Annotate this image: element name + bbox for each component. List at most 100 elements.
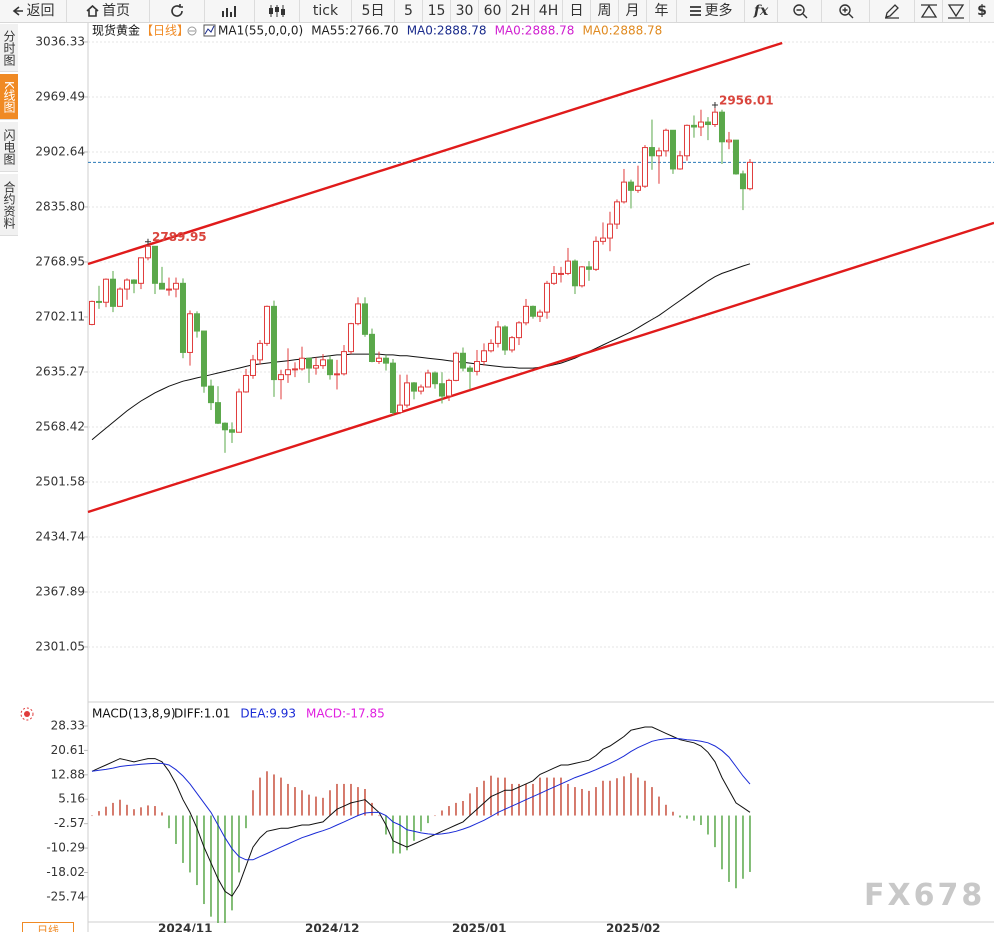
candle-body xyxy=(655,150,662,157)
period-button[interactable]: 30 xyxy=(451,0,479,22)
macd-bar xyxy=(623,776,625,816)
y-tick-label: -2.57 xyxy=(54,816,85,830)
more-button[interactable]: 更多 xyxy=(677,0,745,22)
chart-type-button[interactable] xyxy=(205,0,255,22)
macd-bar xyxy=(511,783,513,816)
candle-body xyxy=(249,359,256,376)
macd-bar xyxy=(448,806,450,816)
macd-bar xyxy=(679,815,681,818)
macd-bar xyxy=(644,780,646,816)
macd-bar xyxy=(224,815,226,924)
period-button[interactable]: 月 xyxy=(619,0,647,22)
macd-bar xyxy=(574,787,576,816)
candle-body xyxy=(158,282,165,290)
macd-bar xyxy=(490,775,492,816)
zoom-in-button[interactable] xyxy=(822,0,870,22)
macd-bar xyxy=(329,790,331,816)
toolbar: 返回 首页 tick 5日 5 15 30 60 2H 4H 日 周 月 年 更… xyxy=(0,0,994,23)
macd-bar xyxy=(196,815,198,886)
macd-bar xyxy=(658,796,660,816)
macd-bar xyxy=(714,815,716,848)
macd-bar xyxy=(441,810,443,816)
formula-button[interactable]: fx xyxy=(745,0,778,22)
candle-body xyxy=(270,305,277,381)
macd-bar xyxy=(210,815,212,917)
candle-body xyxy=(690,124,697,128)
x-tick-label: 2024/11 xyxy=(158,922,212,932)
period-button[interactable]: tick xyxy=(300,0,352,22)
back-button[interactable]: 返回 xyxy=(0,0,67,22)
macd-bar xyxy=(693,815,695,821)
y-tick-label: 2301.05 xyxy=(35,639,85,653)
y-tick-label: -25.74 xyxy=(46,889,85,903)
button-label: 返回 xyxy=(26,3,55,19)
macd-bar xyxy=(434,815,436,817)
refresh-icon xyxy=(171,4,183,17)
shape-button[interactable] xyxy=(915,0,943,22)
macd-bar xyxy=(707,815,709,835)
candle-body xyxy=(95,300,102,303)
candle-body xyxy=(396,404,403,414)
candle-body xyxy=(473,360,480,372)
candle-body xyxy=(508,337,515,351)
side-tab[interactable]: 分时图 xyxy=(0,24,18,72)
candle-body xyxy=(165,288,172,291)
period-button[interactable]: 4H xyxy=(535,0,563,22)
home-button[interactable]: 首页 xyxy=(67,0,150,22)
macd-bar xyxy=(301,790,303,816)
refresh-button[interactable] xyxy=(150,0,205,22)
macd-icon[interactable] xyxy=(24,711,30,717)
draw-button[interactable] xyxy=(870,0,915,22)
candle-body xyxy=(683,124,690,157)
macd-bar xyxy=(686,815,688,819)
macd-bar xyxy=(133,809,135,816)
candle-body xyxy=(739,173,746,190)
period-button[interactable]: 5日 xyxy=(352,0,395,22)
annotation-label: 2956.01 xyxy=(719,94,774,108)
side-tab[interactable]: K线图 xyxy=(0,74,18,120)
zoom-out-icon xyxy=(792,4,807,19)
candle-body xyxy=(746,161,753,190)
period-button[interactable]: 日 xyxy=(563,0,591,22)
candle-body xyxy=(599,237,606,242)
candle-body xyxy=(725,139,732,143)
macd-bar xyxy=(336,783,338,816)
macd-bar xyxy=(112,802,114,816)
side-tab[interactable]: 闪电图 xyxy=(0,122,18,172)
currency-button[interactable]: $ xyxy=(977,3,987,19)
period-button[interactable]: 2H xyxy=(507,0,535,22)
candle-body xyxy=(354,303,361,325)
period-button[interactable]: 5 xyxy=(395,0,423,22)
footer-tab[interactable]: 日线 xyxy=(22,922,74,932)
button-label: 首页 xyxy=(102,3,130,19)
y-tick-label: 2835.80 xyxy=(35,199,85,213)
candle-body xyxy=(179,282,186,353)
button-label: 更多 xyxy=(704,3,733,19)
candle-body xyxy=(256,342,263,361)
candle-body xyxy=(459,352,466,369)
macd-bar xyxy=(546,777,548,816)
zoom-out-button[interactable] xyxy=(778,0,822,22)
y-tick-label: 12.88 xyxy=(51,767,85,781)
candle-body xyxy=(494,326,501,344)
macd-bar xyxy=(497,777,499,816)
candle-body xyxy=(361,303,368,335)
macd-bar xyxy=(364,788,366,816)
indicator-icon[interactable] xyxy=(203,24,216,37)
settings-icon[interactable] xyxy=(187,26,197,36)
shape-button[interactable] xyxy=(943,0,970,22)
macd-bar xyxy=(518,783,520,816)
macd-bar xyxy=(560,777,562,816)
macd-bar xyxy=(203,815,205,905)
macd-bar xyxy=(189,815,191,873)
period-button[interactable]: 15 xyxy=(423,0,451,22)
candle-body xyxy=(375,357,382,362)
side-tab[interactable]: 合约资料 xyxy=(0,174,18,236)
period-button[interactable]: 周 xyxy=(591,0,619,22)
y-tick-label: 2367.89 xyxy=(35,584,85,598)
period-button[interactable]: 年 xyxy=(647,0,677,22)
candle-button[interactable] xyxy=(255,0,300,22)
period-button[interactable]: 60 xyxy=(479,0,507,22)
macd-bar xyxy=(252,790,254,816)
legend-entry: MA1(55,0,0,0) xyxy=(218,24,303,38)
